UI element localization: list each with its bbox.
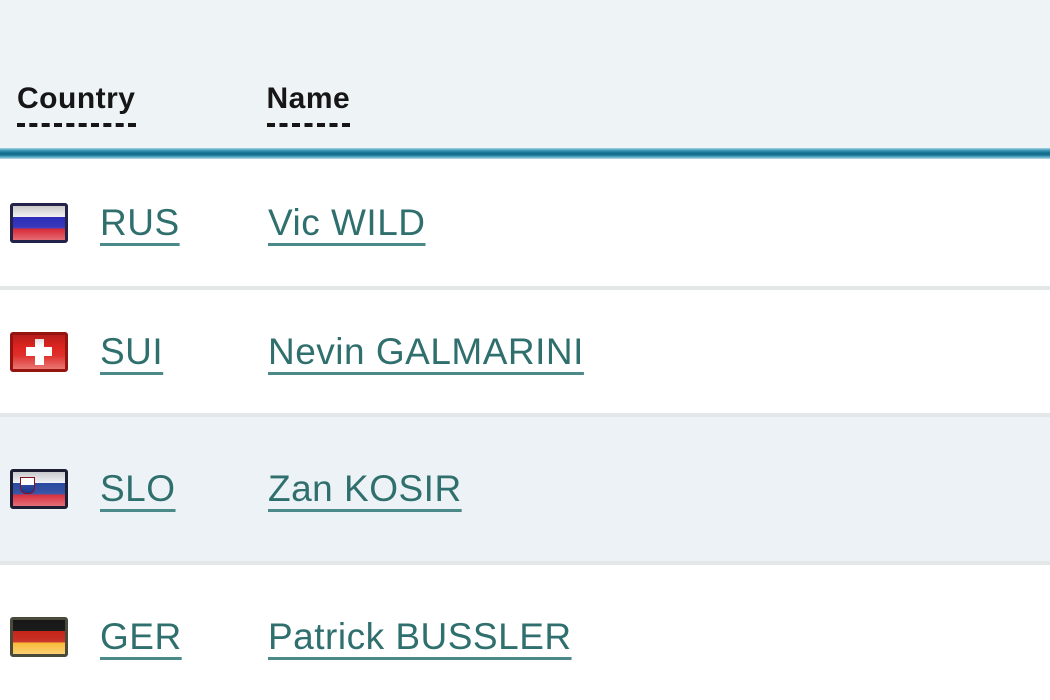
athlete-link[interactable]: Patrick BUSSLER bbox=[268, 616, 572, 657]
russia-flag-icon bbox=[10, 202, 68, 243]
header-accent-rule bbox=[0, 148, 1050, 159]
athlete-link[interactable]: Nevin GALMARINI bbox=[268, 330, 584, 372]
switzerland-flag-icon bbox=[10, 331, 68, 372]
country-code-cell: SUI bbox=[100, 331, 268, 373]
germany-flag-icon bbox=[10, 617, 68, 657]
flag-cell bbox=[0, 617, 100, 657]
athlete-link[interactable]: Vic WILD bbox=[268, 201, 426, 243]
country-link[interactable]: SUI bbox=[100, 330, 164, 372]
country-link[interactable]: SLO bbox=[100, 468, 176, 509]
country-link[interactable]: RUS bbox=[100, 201, 180, 243]
athlete-link[interactable]: Zan KOSIR bbox=[268, 468, 462, 509]
athlete-name-cell: Nevin GALMARINI bbox=[268, 331, 1050, 373]
table-row: SUI Nevin GALMARINI bbox=[0, 286, 1050, 413]
table-header: Country Name bbox=[0, 0, 1050, 148]
flag-cell bbox=[0, 331, 100, 372]
athlete-name-cell: Vic WILD bbox=[268, 202, 1050, 244]
flag-cell bbox=[0, 469, 100, 509]
country-code-cell: GER bbox=[100, 616, 268, 658]
slovenia-flag-icon bbox=[10, 469, 68, 509]
table-row: RUS Vic WILD bbox=[0, 159, 1050, 286]
column-header-name[interactable]: Name bbox=[266, 82, 351, 127]
flag-cell bbox=[0, 202, 100, 243]
column-header-country[interactable]: Country bbox=[17, 82, 136, 127]
country-code-cell: SLO bbox=[100, 468, 268, 510]
athlete-name-cell: Patrick BUSSLER bbox=[268, 616, 1050, 658]
country-link[interactable]: GER bbox=[100, 616, 182, 657]
table-row: GER Patrick BUSSLER bbox=[0, 561, 1050, 700]
athlete-name-cell: Zan KOSIR bbox=[268, 468, 1050, 510]
country-code-cell: RUS bbox=[100, 202, 268, 244]
table-row: SLO Zan KOSIR bbox=[0, 413, 1050, 561]
